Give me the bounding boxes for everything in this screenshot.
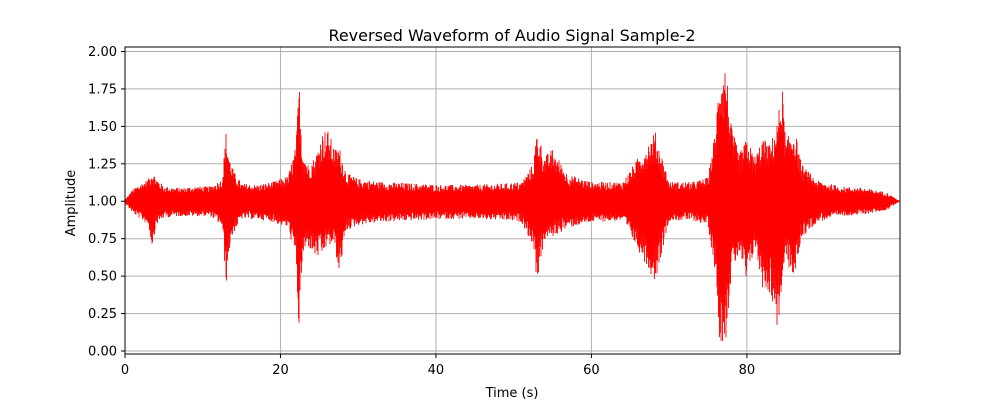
y-tick-label: 0.00	[88, 345, 117, 360]
y-tick-label: 1.00	[88, 195, 117, 210]
y-tick-label: 1.25	[88, 157, 117, 172]
x-tick-label: 0	[121, 363, 129, 378]
chart-title: Reversed Waveform of Audio Signal Sample…	[328, 26, 695, 45]
x-tick-label: 40	[428, 363, 445, 378]
y-tick-label: 0.75	[88, 232, 117, 247]
y-tick-label: 1.50	[88, 120, 117, 135]
plot-frame	[124, 46, 901, 355]
axis-ticks: 0 20 40 60 80 0.00 0.25 0.50 0.75 1.00 1.25 1.50 1.7…	[88, 45, 755, 378]
y-tick-label: 2.00	[88, 45, 117, 60]
x-axis-label: Time (s)	[485, 386, 539, 400]
y-tick-label: 0.25	[88, 307, 117, 322]
y-tick-label: 0.50	[88, 270, 117, 285]
y-tick-label: 1.75	[88, 82, 117, 97]
x-tick-label: 80	[739, 363, 756, 378]
x-tick-label: 20	[272, 363, 289, 378]
waveform-series	[124, 73, 900, 342]
y-axis-label: Amplitude	[64, 170, 79, 237]
x-tick-label: 60	[583, 363, 600, 378]
